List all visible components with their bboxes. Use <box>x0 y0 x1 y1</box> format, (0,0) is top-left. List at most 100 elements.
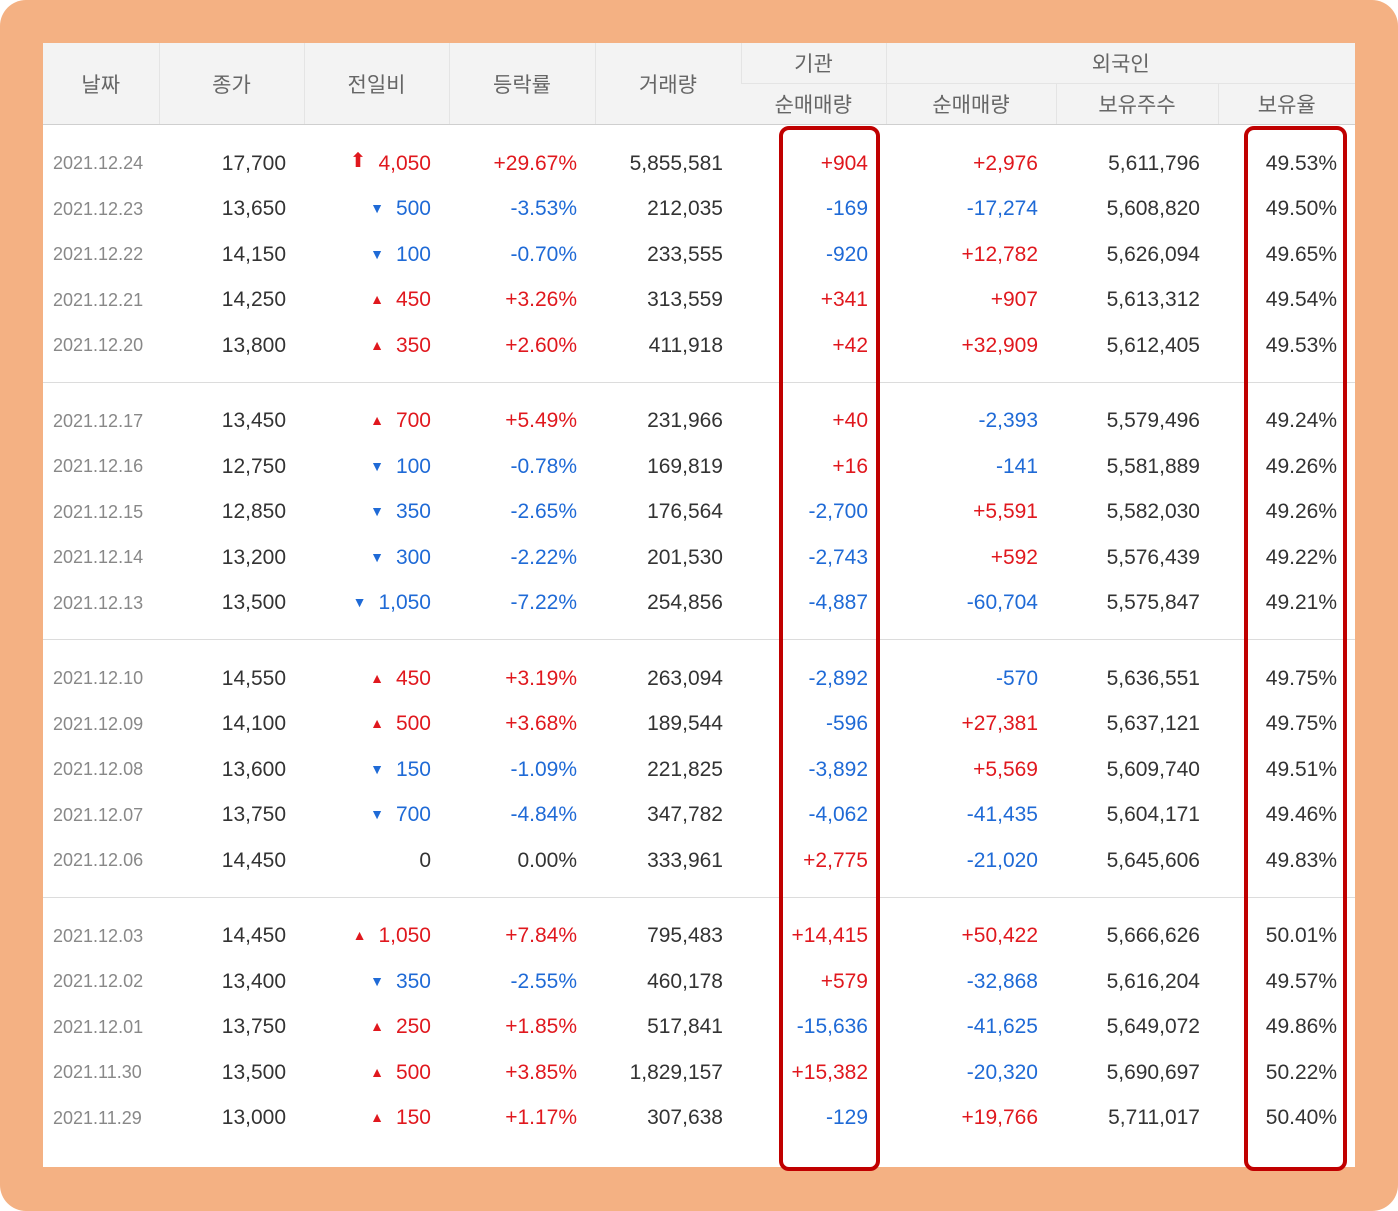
date-cell: 2021.12.15 <box>53 501 144 522</box>
foreigner-ratio-cell: 49.26% <box>1265 500 1338 524</box>
date-cell: 2021.12.16 <box>53 456 144 477</box>
foreigner-shares-cell: 5,576,439 <box>1106 545 1200 569</box>
institution-net-cell: -15,636 <box>796 1015 868 1039</box>
foreigner-ratio-cell: 49.75% <box>1265 666 1338 690</box>
foreigner-ratio-cell: 49.46% <box>1265 803 1338 827</box>
table-body: 2021.12.24 17,700 ⬆ 4,050 +29.67% 5,855,581 +9… <box>43 125 1355 1142</box>
foreigner-net-cell: +592 <box>990 545 1038 569</box>
date-cell: 2021.12.07 <box>53 804 144 825</box>
down-triangle-icon: ▼ <box>370 760 384 777</box>
foreigner-net-cell: -32,868 <box>966 969 1038 993</box>
up-triangle-icon: ▲ <box>370 336 384 353</box>
volume-cell: 263,094 <box>647 666 723 690</box>
change-rate-cell: -0.78% <box>510 454 577 478</box>
institution-net-cell: -4,062 <box>808 803 868 827</box>
foreigner-ratio-cell: 49.21% <box>1265 591 1338 615</box>
foreigner-net-cell: +5,569 <box>973 757 1038 781</box>
foreigner-shares-cell: 5,575,847 <box>1106 591 1200 615</box>
date-cell: 2021.12.20 <box>53 335 144 356</box>
date-cell: 2021.12.03 <box>53 925 144 946</box>
close-price-cell: 13,800 <box>221 333 286 357</box>
institution-net-cell: -596 <box>825 712 868 736</box>
close-price-cell: 13,500 <box>221 1060 286 1084</box>
institution-net-cell: +2,775 <box>803 848 868 872</box>
foreigner-shares-cell: 5,579,496 <box>1106 409 1200 433</box>
table-row: 2021.12.14 13,200 ▼ 300 -2.22% 201,530 -2,743 +… <box>43 535 1355 581</box>
institution-net-cell: +579 <box>820 969 868 993</box>
change-cell: ▼ 150 <box>304 747 449 793</box>
date-cell: 2021.12.08 <box>53 759 144 780</box>
change-rate-cell: -2.22% <box>510 545 577 569</box>
change-rate-cell: +7.84% <box>505 924 577 948</box>
close-price-cell: 13,000 <box>221 1106 286 1130</box>
volume-cell: 460,178 <box>647 969 723 993</box>
group-divider <box>43 639 1355 640</box>
foreigner-net-cell: +32,909 <box>961 333 1039 357</box>
foreigner-shares-cell: 5,612,405 <box>1106 333 1200 357</box>
table-row: 2021.12.10 14,550 ▲ 450 +3.19% 263,094 -2,892 -… <box>43 656 1355 702</box>
change-rate-cell: -4.84% <box>510 803 577 827</box>
table-row: 2021.12.03 14,450 ▲ 1,050 +7.84% 795,483 +14,4… <box>43 914 1355 960</box>
volume-cell: 517,841 <box>647 1015 723 1039</box>
date-cell: 2021.12.01 <box>53 1016 144 1037</box>
volume-cell: 233,555 <box>647 242 723 266</box>
down-triangle-icon: ▼ <box>352 594 367 611</box>
foreigner-net-cell: -41,435 <box>966 803 1038 827</box>
change-rate-cell: +29.67% <box>493 151 578 175</box>
header-institution-net: 순매매량 <box>741 83 886 125</box>
change-cell: ▲ 700 <box>304 399 449 445</box>
table-row: 2021.12.09 14,100 ▲ 500 +3.68% 189,544 -596 +27… <box>43 702 1355 748</box>
change-value: 150 <box>395 1106 431 1130</box>
institution-net-cell: +341 <box>820 288 868 312</box>
foreigner-shares-cell: 5,613,312 <box>1106 288 1200 312</box>
volume-cell: 176,564 <box>647 500 723 524</box>
volume-cell: 307,638 <box>647 1106 723 1130</box>
change-rate-cell: -1.09% <box>510 757 577 781</box>
foreigner-net-cell: +27,381 <box>961 712 1039 736</box>
foreigner-ratio-cell: 50.01% <box>1265 924 1338 948</box>
close-price-cell: 13,600 <box>221 757 286 781</box>
foreigner-shares-cell: 5,690,697 <box>1106 1060 1200 1084</box>
up-triangle-icon: ▲ <box>370 669 384 686</box>
foreigner-shares-cell: 5,616,204 <box>1106 969 1200 993</box>
foreigner-shares-cell: 5,645,606 <box>1106 848 1200 872</box>
change-cell: ▲ 350 <box>304 323 449 369</box>
daily-trading-table: 날짜 종가 전일비 등락률 거래량 기관 외국인 순매매량 순매매량 보유주수 … <box>43 43 1355 1141</box>
close-price-cell: 14,450 <box>221 848 286 872</box>
close-price-cell: 13,450 <box>221 409 286 433</box>
change-cell: ▲ 450 <box>304 278 449 324</box>
change-rate-cell: +3.68% <box>505 712 577 736</box>
foreigner-net-cell: +2,976 <box>973 151 1038 175</box>
group-divider <box>43 896 1355 898</box>
foreign-ratio-highlight-box <box>1244 126 1347 1171</box>
volume-cell: 189,544 <box>647 712 723 736</box>
foreigner-shares-cell: 5,582,030 <box>1106 500 1200 524</box>
foreigner-ratio-cell: 49.65% <box>1265 242 1338 266</box>
change-value: 4,050 <box>378 152 431 176</box>
close-price-cell: 13,400 <box>221 969 286 993</box>
foreigner-ratio-cell: 49.86% <box>1265 1015 1338 1039</box>
foreigner-ratio-cell: 49.24% <box>1265 409 1338 433</box>
change-cell: ▼ 350 <box>304 959 449 1005</box>
volume-cell: 5,855,581 <box>629 151 723 175</box>
close-price-cell: 14,450 <box>221 924 286 948</box>
date-cell: 2021.12.13 <box>53 592 144 613</box>
foreigner-shares-cell: 5,711,017 <box>1108 1106 1200 1130</box>
close-price-cell: 12,750 <box>221 454 286 478</box>
change-value: 500 <box>395 197 431 221</box>
volume-cell: 411,918 <box>648 333 723 357</box>
table-row: 2021.12.24 17,700 ⬆ 4,050 +29.67% 5,855,581 +9… <box>43 141 1355 187</box>
foreigner-shares-cell: 5,608,820 <box>1106 197 1200 221</box>
change-rate-cell: -0.70% <box>510 242 577 266</box>
volume-cell: 254,856 <box>647 591 723 615</box>
foreigner-shares-cell: 5,626,094 <box>1106 242 1200 266</box>
foreigner-shares-cell: 5,609,740 <box>1106 757 1200 781</box>
down-triangle-icon: ▼ <box>370 548 384 565</box>
foreigner-net-cell: -570 <box>995 666 1038 690</box>
up-triangle-icon: ▲ <box>370 1018 384 1035</box>
change-cell: ▲ 150 <box>304 1096 449 1142</box>
change-value: 300 <box>395 545 431 569</box>
volume-cell: 1,829,157 <box>629 1060 723 1084</box>
change-cell: ▼ 300 <box>304 535 449 581</box>
table-row: 2021.12.20 13,800 ▲ 350 +2.60% 411,918 +42 +32,… <box>43 323 1355 369</box>
